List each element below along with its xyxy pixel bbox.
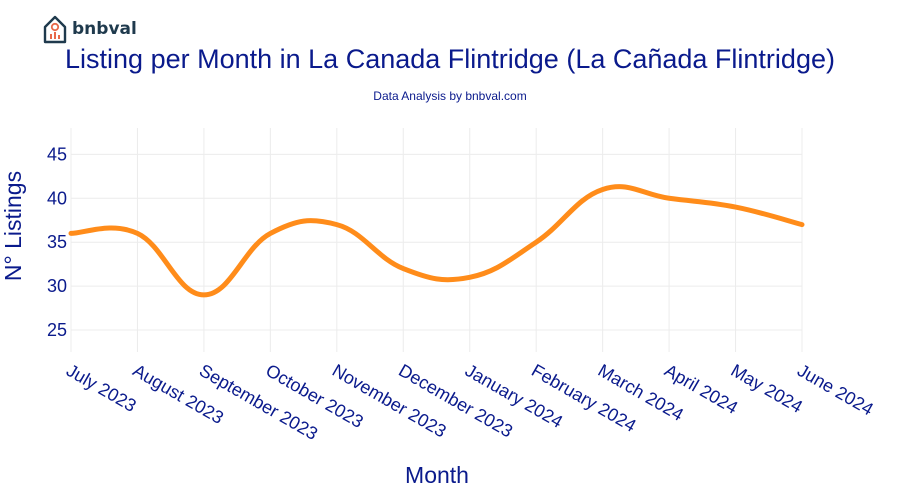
x-tick-label: June 2024 <box>794 360 877 419</box>
data-point: September 2023: 29 <box>201 292 206 297</box>
data-point: March 2024: 41 <box>600 187 605 192</box>
y-tick-label: 30 <box>47 276 67 296</box>
brand-logo: bnbval <box>42 14 137 44</box>
x-axis-title: Month <box>405 462 469 488</box>
x-tick-label: May 2024 <box>728 360 806 417</box>
data-point: December 2023: 32 <box>401 266 406 271</box>
house-chart-icon <box>43 15 67 44</box>
y-tick-label: 25 <box>47 320 67 340</box>
x-tick-label: November 2023 <box>329 360 450 441</box>
series-line <box>68 184 805 298</box>
data-point: February 2024: 35 <box>534 240 539 245</box>
chart-title: Listing per Month in La Canada Flintridg… <box>65 44 835 74</box>
grid <box>70 128 803 352</box>
data-point: November 2023: 37 <box>334 222 339 227</box>
data-point: April 2024: 40 <box>667 196 672 201</box>
x-tick-label: December 2023 <box>395 360 516 441</box>
data-point: July 2023: 36 <box>69 231 74 236</box>
y-tick-label: 40 <box>47 188 67 208</box>
data-point: May 2024: 39 <box>733 205 738 210</box>
x-tick-label: July 2023 <box>63 360 140 416</box>
y-tick-label: 35 <box>47 232 67 252</box>
y-tick-label: 45 <box>47 144 67 164</box>
y-axis: 25 30 35 40 45 <box>47 144 67 340</box>
x-tick-label: September 2023 <box>196 360 321 444</box>
data-point: August 2023: 36 <box>135 231 140 236</box>
chart-subtitle: Data Analysis by bnbval.com <box>373 89 527 103</box>
brand-name: bnbval <box>72 19 137 39</box>
data-point: June 2024: 37 <box>800 222 805 227</box>
data-point: January 2024: 31 <box>467 275 472 280</box>
y-axis-title: N° Listings <box>0 171 26 281</box>
data-point: October 2023: 36 <box>268 231 273 236</box>
series: July 2023: 36 August 2023: 36 September 20… <box>68 184 805 298</box>
